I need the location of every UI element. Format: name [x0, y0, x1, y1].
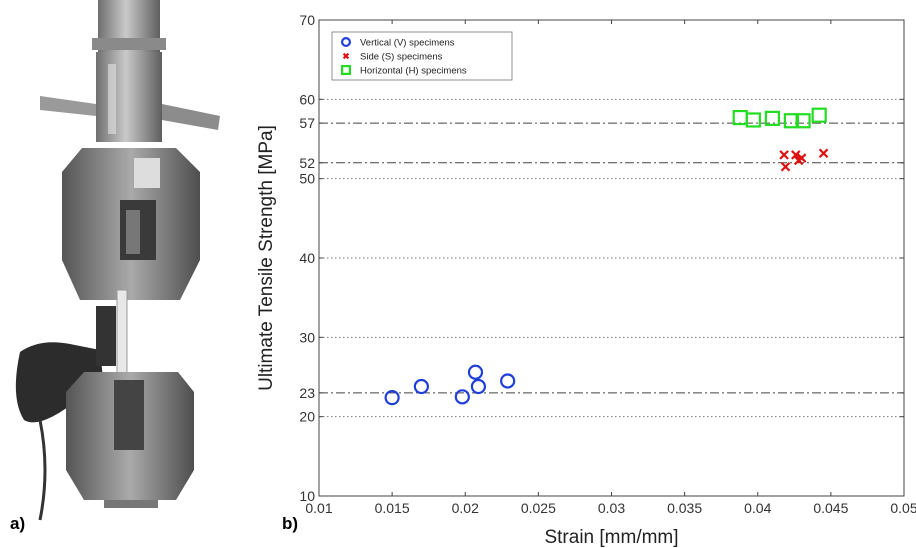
y-tick-label: 23 — [299, 385, 315, 401]
legend-box — [331, 31, 513, 81]
y-axis-title: Ultimate Tensile Strength [MPa] — [256, 125, 277, 391]
x-tick-label: 0.05 — [890, 500, 916, 516]
x-tick-label: 0.045 — [813, 500, 848, 516]
chart-legend: Vertical (V) specimens Side (S) specimens… — [331, 31, 513, 81]
data-point-x — [818, 148, 829, 159]
y-tick-label: 60 — [299, 91, 315, 107]
y-tick-label: 70 — [299, 12, 315, 28]
x-tick-label: 0.02 — [452, 500, 479, 516]
y-tick-label: 10 — [299, 488, 315, 504]
data-point-circle — [470, 378, 487, 395]
legend-label: Vertical (V) specimens — [360, 38, 455, 49]
data-point-square — [764, 110, 780, 126]
data-marks — [384, 107, 829, 406]
data-point-x — [779, 150, 789, 160]
x-tick-label: 0.04 — [744, 500, 771, 516]
grid-lines — [319, 98, 904, 418]
tensile-machine-photo — [15, 0, 220, 521]
data-point-circle — [413, 378, 429, 395]
y-tick-label: 20 — [299, 409, 315, 425]
y-tick-label: 57 — [299, 115, 315, 131]
data-point-x — [796, 153, 807, 163]
data-point-circle — [454, 389, 470, 405]
x-stroke — [779, 150, 789, 160]
x-tick-label: 0.015 — [375, 500, 410, 516]
y-tick-label: 50 — [299, 171, 315, 187]
legend-label: Side (S) specimens — [360, 52, 443, 63]
panel-label-a: a) — [10, 514, 26, 533]
x-stroke — [780, 161, 791, 172]
legend-marker-square — [340, 64, 351, 75]
x-stroke — [790, 150, 801, 160]
panel-label-b: b) — [282, 514, 299, 533]
legend-label: Horizontal (H) specimens — [360, 66, 467, 77]
x-stroke — [796, 153, 807, 163]
x-tick-label: 0.035 — [667, 500, 702, 516]
data-point-square — [783, 113, 799, 129]
data-point-square — [811, 107, 827, 123]
axis-ticks: 0.01 0.015 0.02 0.025 0.03 0.035 0.04 0.045 0.05… — [299, 12, 916, 516]
legend-marker-circle — [340, 36, 351, 47]
data-point-circle — [467, 364, 484, 380]
x-tick-label: 0.025 — [521, 500, 556, 516]
x-tick-label: 0.03 — [598, 500, 625, 516]
y-tick-label: 40 — [299, 250, 315, 266]
x-axis-title: Strain [mm/mm] — [544, 527, 678, 548]
data-point-x — [780, 161, 791, 172]
x-stroke — [818, 148, 829, 159]
data-point-circle — [500, 373, 516, 389]
data-point-square — [795, 113, 811, 129]
data-point-square — [732, 109, 748, 126]
x-tick-label: 0.01 — [305, 500, 332, 516]
data-point-circle — [384, 390, 400, 406]
y-tick-label: 30 — [299, 329, 315, 345]
x-stroke — [342, 52, 350, 60]
uts-vs-strain-chart: 0.01 0.015 0.02 0.025 0.03 0.035 0.04 0.045 0.05… — [256, 12, 916, 548]
data-point-square — [745, 112, 761, 128]
y-tick-label: 52 — [299, 155, 315, 171]
legend-marker-x — [342, 52, 350, 60]
data-point-x — [790, 150, 801, 160]
